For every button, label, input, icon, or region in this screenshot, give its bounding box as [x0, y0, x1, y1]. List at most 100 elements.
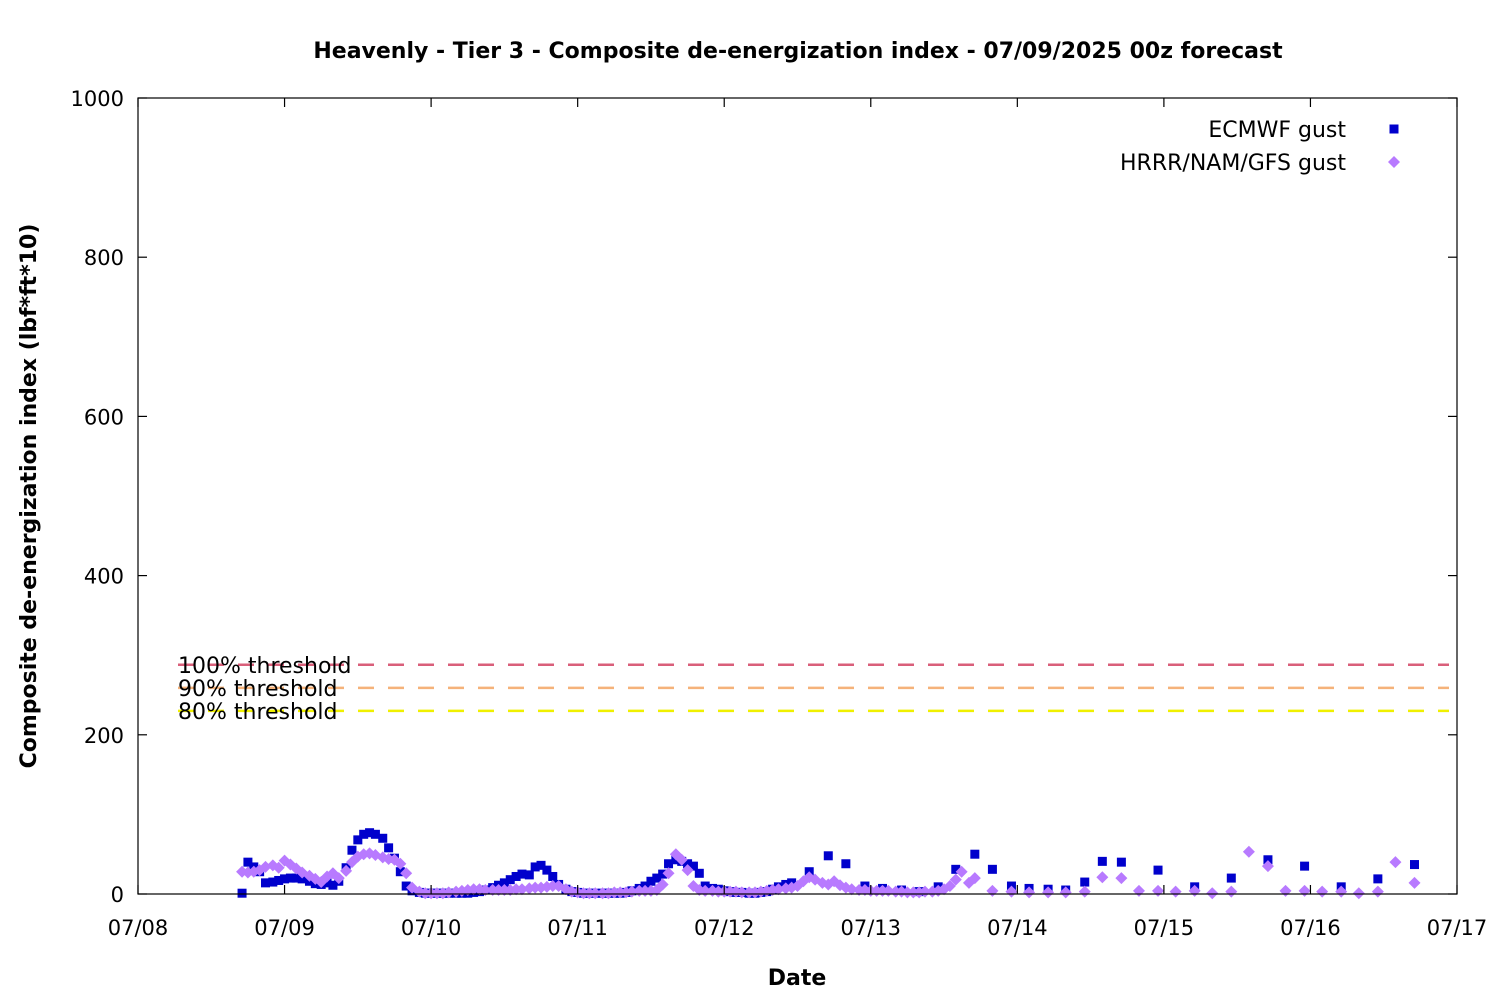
point-1-73	[681, 864, 694, 877]
x-tick-label-4: 07/12	[694, 916, 755, 940]
point-0-74	[688, 861, 698, 871]
y-tick-label-1: 200	[84, 724, 124, 748]
y-tick-label-3: 600	[84, 405, 124, 429]
y-axis-label: Composite de-energization index (lbf*ft*…	[17, 224, 42, 769]
threshold-label-0: 100% threshold	[178, 654, 352, 679]
point-1-131	[1169, 885, 1182, 898]
point-1-46	[515, 883, 528, 896]
point-0-23	[378, 833, 388, 843]
point-1-139	[1316, 885, 1329, 898]
point-1-16	[332, 872, 345, 885]
point-1-120	[968, 872, 981, 885]
point-1-6	[272, 861, 285, 874]
legend-label-0: ECMWF gust	[1208, 118, 1346, 143]
x-tick-label-1: 07/09	[254, 916, 315, 940]
x-axis-label: Date	[768, 966, 827, 991]
x-tick-label-9: 07/17	[1427, 916, 1488, 940]
point-0-9	[291, 873, 301, 883]
threshold-label-1: 90% threshold	[178, 677, 338, 702]
point-0-26	[395, 867, 405, 877]
point-1-58	[589, 887, 602, 900]
x-tick-label-8: 07/16	[1280, 916, 1341, 940]
point-0-101	[987, 864, 997, 874]
point-1-126	[1078, 885, 1091, 898]
point-1-69	[656, 878, 669, 891]
y-tick-label-5: 1000	[71, 87, 124, 111]
point-1-142	[1371, 885, 1384, 898]
point-0-75	[694, 868, 704, 878]
point-0-18	[347, 845, 357, 855]
y-tick-label-0: 0	[111, 883, 124, 907]
point-1-17	[340, 864, 353, 877]
point-0-27	[401, 881, 411, 891]
point-0-116	[1409, 860, 1419, 870]
point-0-93	[841, 859, 851, 869]
point-1-127	[1096, 871, 1109, 884]
point-0-48	[530, 862, 540, 872]
x-tick-label-2: 07/10	[401, 916, 462, 940]
point-1-27	[400, 867, 413, 880]
point-0-8	[285, 873, 295, 883]
point-1-123	[1023, 886, 1036, 899]
point-1-116	[943, 880, 956, 893]
point-1-40	[479, 884, 492, 897]
point-1-26	[394, 857, 407, 870]
point-0-108	[1116, 857, 1126, 867]
point-1-2	[247, 865, 260, 878]
x-tick-label-7: 07/15	[1134, 916, 1195, 940]
point-0-15	[328, 880, 338, 890]
point-1-117	[949, 873, 962, 886]
point-1-124	[1042, 886, 1055, 899]
x-tick-label-6: 07/14	[987, 916, 1048, 940]
plot-frame	[137, 97, 1458, 895]
point-1-34	[442, 886, 455, 899]
point-0-20	[359, 829, 369, 839]
point-0-47	[524, 870, 534, 880]
point-1-118	[955, 865, 968, 878]
point-0-10	[297, 874, 307, 884]
point-0-51	[548, 871, 558, 881]
point-1-88	[772, 883, 785, 896]
point-0-43	[499, 878, 509, 888]
point-0-19	[353, 835, 363, 845]
point-1-70	[662, 867, 675, 880]
point-0-109	[1153, 865, 1163, 875]
point-0-113	[1300, 861, 1310, 871]
x-tick-label-5: 07/13	[841, 916, 902, 940]
point-1-82	[735, 886, 748, 899]
point-0-50	[542, 865, 552, 875]
point-1-125	[1059, 886, 1072, 899]
point-0-67	[646, 876, 656, 886]
point-1-128	[1115, 872, 1128, 885]
point-0-22	[370, 829, 380, 839]
point-0-5	[268, 877, 278, 887]
point-0-14	[322, 878, 332, 888]
legend-marker-1	[1388, 156, 1400, 168]
point-1-136	[1261, 860, 1274, 873]
point-0-21	[365, 828, 375, 838]
point-0-100	[970, 849, 980, 859]
point-1-100	[845, 883, 858, 896]
legend-marker-0	[1389, 124, 1399, 134]
point-0-70	[664, 859, 674, 869]
point-1-140	[1335, 885, 1348, 898]
y-tick-label-2: 400	[84, 565, 124, 589]
point-0-73	[683, 859, 693, 869]
axis-ticks: 07/08 07/09 07/10 07/11 07/12 07/13 07/14 07/15…	[71, 87, 1488, 940]
point-0-45	[511, 871, 521, 881]
point-0-0	[237, 888, 247, 898]
point-0-106	[1080, 877, 1090, 887]
point-1-135	[1242, 845, 1255, 858]
point-1-64	[625, 885, 638, 898]
point-0-69	[658, 869, 668, 879]
point-0-44	[505, 875, 515, 885]
point-0-7	[280, 874, 290, 884]
point-0-1	[243, 857, 253, 867]
chart-title: Heavenly - Tier 3 - Composite de-energiz…	[313, 39, 1283, 64]
point-0-107	[1097, 856, 1107, 866]
point-0-115	[1373, 874, 1383, 884]
legend: ECMWF gust HRRR/NAM/GFS gust	[1120, 118, 1400, 176]
